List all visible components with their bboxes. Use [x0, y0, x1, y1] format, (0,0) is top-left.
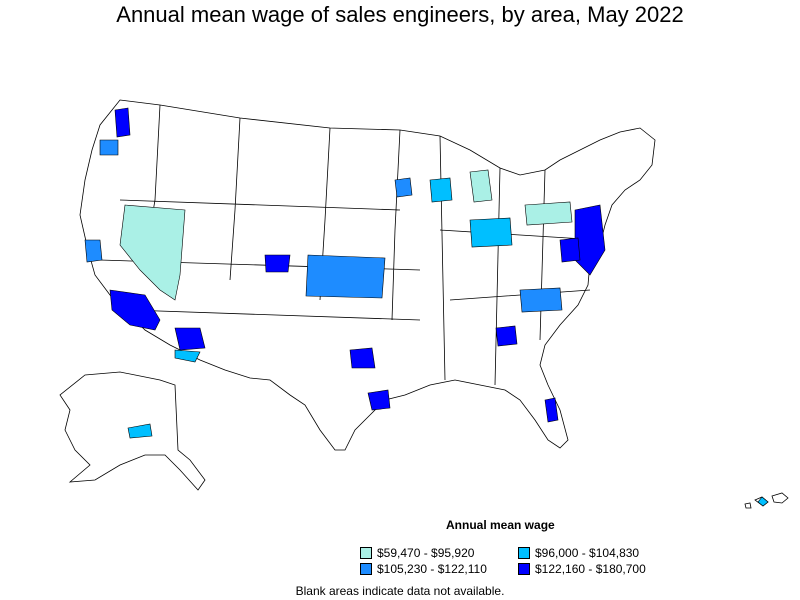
region-sf — [84, 239, 103, 263]
legend-label: $105,230 - $122,110 — [377, 562, 487, 576]
legend-label: $96,000 - $104,830 — [535, 546, 640, 560]
legend-swatch — [360, 547, 372, 559]
footnote: Blank areas indicate data not available. — [295, 584, 505, 598]
legend-swatch — [518, 547, 530, 559]
region-portland — [99, 139, 119, 156]
legend-label: $122,160 - $180,700 — [535, 562, 646, 576]
region-kansas — [305, 254, 386, 299]
legend-title: Annual mean wage — [446, 518, 555, 532]
region-northeast — [574, 204, 606, 276]
region-alaska-anchorage — [127, 423, 153, 439]
map-outlines — [59, 99, 789, 509]
region-hawaii-honolulu — [757, 496, 769, 507]
region-phoenix — [174, 327, 206, 351]
region-florida — [544, 397, 559, 423]
region-houston — [367, 389, 391, 411]
region-nevada — [119, 204, 186, 301]
region-ohio — [469, 217, 513, 248]
legend-swatch — [518, 563, 530, 575]
region-dc — [559, 237, 581, 263]
region-seattle — [114, 107, 131, 138]
region-carolina — [519, 287, 563, 313]
region-michigan — [469, 169, 493, 203]
region-socal — [109, 289, 161, 331]
map-title: Annual mean wage of sales engineers, by … — [116, 2, 684, 27]
region-denver — [264, 254, 291, 273]
legend-item-mid-low: $96,000 - $104,830 — [518, 546, 639, 560]
region-dallas — [349, 347, 376, 369]
legend-item-high: $122,160 - $180,700 — [518, 562, 646, 576]
legend-label: $59,470 - $95,920 — [377, 546, 475, 560]
legend-item-low: $59,470 - $95,920 — [360, 546, 474, 560]
region-pa — [524, 201, 573, 226]
region-minneapolis — [394, 177, 413, 198]
region-tucson — [174, 349, 201, 363]
region-atlanta — [495, 325, 518, 347]
legend-swatch — [360, 563, 372, 575]
wage-regions — [84, 107, 769, 507]
legend-item-mid-high: $105,230 - $122,110 — [360, 562, 487, 576]
region-chicago — [429, 177, 453, 203]
